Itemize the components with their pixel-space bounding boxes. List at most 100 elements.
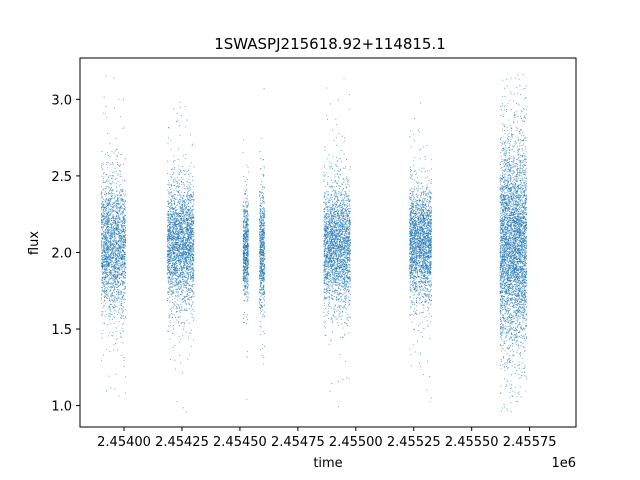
data-point xyxy=(248,273,249,274)
data-point xyxy=(117,240,119,242)
data-point xyxy=(180,208,182,209)
data-point xyxy=(115,233,117,235)
data-point xyxy=(244,285,246,287)
data-point xyxy=(103,272,105,274)
data-point xyxy=(187,223,188,225)
data-point xyxy=(175,232,176,234)
data-point xyxy=(103,354,104,356)
data-point xyxy=(103,225,104,227)
data-point xyxy=(171,177,172,179)
data-point xyxy=(101,203,103,205)
data-point xyxy=(121,198,123,199)
data-point xyxy=(121,327,123,329)
data-point xyxy=(122,234,124,236)
data-point xyxy=(179,316,181,317)
data-point xyxy=(112,241,114,242)
data-point xyxy=(102,262,104,264)
data-point xyxy=(189,202,191,204)
data-point xyxy=(187,238,189,240)
data-point xyxy=(169,273,171,274)
data-point xyxy=(122,289,124,291)
data-point xyxy=(115,259,117,261)
data-point xyxy=(190,285,192,287)
data-point xyxy=(109,271,111,272)
data-point xyxy=(184,323,185,325)
data-point xyxy=(177,282,179,284)
data-point xyxy=(106,231,108,233)
data-point xyxy=(182,267,183,268)
data-point xyxy=(178,261,179,262)
data-point xyxy=(123,222,125,223)
data-point xyxy=(171,271,172,273)
data-point xyxy=(102,311,104,313)
data-point xyxy=(117,292,119,294)
data-point xyxy=(174,222,176,223)
data-point xyxy=(122,240,123,242)
data-point xyxy=(106,228,108,229)
data-point xyxy=(191,270,192,272)
data-point xyxy=(107,282,109,284)
data-point xyxy=(185,257,187,259)
data-point xyxy=(118,215,120,217)
data-point xyxy=(183,270,185,272)
data-point xyxy=(181,240,183,241)
data-point xyxy=(168,315,170,317)
data-point xyxy=(189,200,191,202)
data-point xyxy=(105,229,107,230)
data-point xyxy=(190,235,192,237)
data-point xyxy=(181,222,183,224)
data-point xyxy=(180,284,182,286)
data-point xyxy=(110,269,111,271)
data-point xyxy=(117,314,118,316)
data-point xyxy=(119,208,121,210)
data-point xyxy=(117,223,119,225)
data-point xyxy=(173,304,175,305)
data-point xyxy=(180,241,182,242)
data-point xyxy=(172,211,174,213)
data-point xyxy=(179,310,181,312)
data-point xyxy=(103,245,104,247)
data-point xyxy=(119,248,121,250)
data-point xyxy=(119,189,121,191)
data-point xyxy=(125,271,126,273)
data-point xyxy=(181,266,182,268)
data-point xyxy=(167,160,168,162)
data-point xyxy=(192,200,194,202)
data-point xyxy=(109,235,111,237)
data-point xyxy=(105,233,106,235)
data-point xyxy=(247,240,248,242)
data-point xyxy=(119,170,121,172)
data-point xyxy=(123,288,125,290)
data-point xyxy=(189,292,191,293)
data-point xyxy=(176,233,177,234)
data-point xyxy=(179,198,181,200)
data-point xyxy=(168,213,169,215)
data-point xyxy=(172,291,174,293)
data-point xyxy=(106,216,108,218)
data-point xyxy=(180,242,182,243)
data-point xyxy=(181,230,183,232)
data-point xyxy=(181,277,183,279)
data-point xyxy=(176,291,178,293)
data-point xyxy=(171,206,173,208)
data-point xyxy=(185,211,186,213)
data-point xyxy=(193,257,195,258)
data-point xyxy=(167,192,169,194)
data-point xyxy=(108,255,110,257)
data-point xyxy=(110,210,112,212)
data-point xyxy=(115,209,117,211)
data-point xyxy=(180,228,181,230)
data-point xyxy=(121,280,123,282)
data-point xyxy=(185,229,186,231)
data-point xyxy=(180,180,182,182)
data-point xyxy=(114,296,115,298)
point-cluster xyxy=(242,139,249,401)
data-point xyxy=(123,244,125,246)
data-point xyxy=(122,188,124,190)
data-point xyxy=(120,202,121,204)
data-point xyxy=(110,254,112,256)
data-point xyxy=(187,219,188,221)
data-point xyxy=(176,306,177,308)
data-point xyxy=(179,219,181,221)
data-point xyxy=(119,244,121,246)
